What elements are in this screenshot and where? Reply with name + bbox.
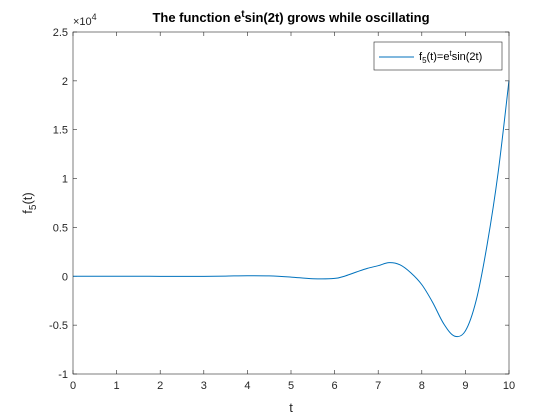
x-tick-label: 10 [503,380,515,392]
x-tick-label: 1 [114,380,120,392]
x-tick-label: 2 [157,380,163,392]
x-tick-label: 5 [288,380,294,392]
x-tick-label: 7 [375,380,381,392]
chart-title: The function etsin(2t) grows while oscil… [152,9,429,25]
y-tick-label: 0 [62,271,68,283]
x-tick-label: 8 [419,380,425,392]
series-line [72,80,510,338]
x-tick-label: 9 [462,380,468,392]
y-axis-label: f5(t) [20,192,39,213]
y-tick-label: 0.5 [53,222,68,234]
x-tick-labels: 0 1 2 3 4 5 6 7 8 9 10 [70,380,515,392]
y-tick-label: -0.5 [49,320,68,332]
y-tick-label: -1 [58,369,68,381]
legend-box [373,41,503,71]
x-tick-label: 3 [201,380,207,392]
y-tick-label: 1.5 [53,125,68,137]
y-tick-label: 2.5 [53,27,68,39]
x-axis-label: t [289,400,293,415]
y-tick-labels: -1 -0.5 0 0.5 1 1.5 2 2.5 [49,27,68,381]
x-tick-label: 6 [332,380,338,392]
y-exponent-label: ×104 [73,12,97,28]
legend: f5(t)=etsin(2t) [373,41,503,71]
x-tick-label: 4 [244,380,250,392]
plot-area [73,32,509,374]
y-tick-label: 2 [62,76,68,88]
legend-entry-label: f5(t)=etsin(2t) [419,49,482,65]
x-tick-label: 0 [70,380,76,392]
axes-box [72,31,510,375]
y-tick-label: 1 [62,174,68,186]
